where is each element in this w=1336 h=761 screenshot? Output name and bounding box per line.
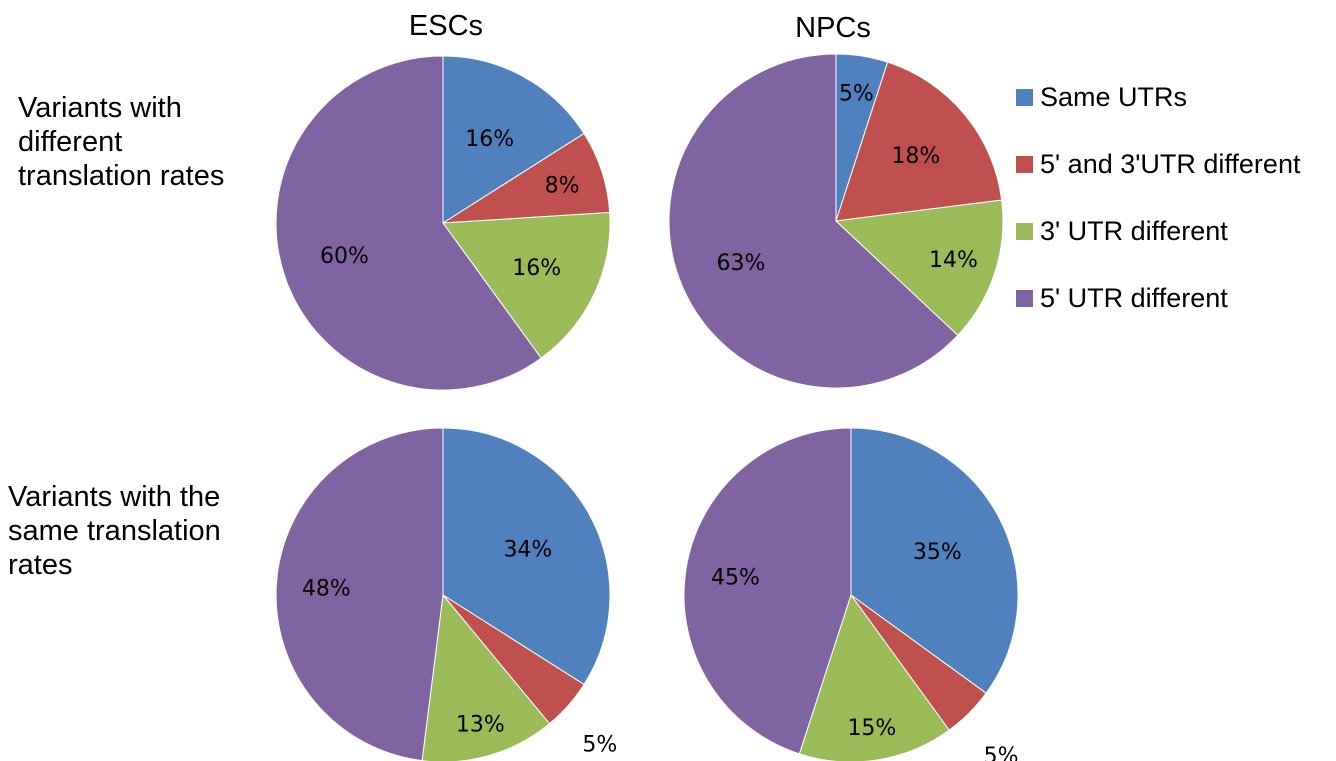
legend-label: 3' UTR different xyxy=(1040,215,1228,246)
pie-data-label: 5% xyxy=(984,744,1019,761)
legend-label: 5' and 3'UTR different xyxy=(1040,148,1301,179)
pie-slice xyxy=(275,427,444,761)
legend-item-5-and-3-utr: 5' and 3'UTR different xyxy=(1016,147,1300,181)
legend-swatch xyxy=(1016,222,1033,240)
pie-slice xyxy=(442,211,611,359)
pie-data-label: 48% xyxy=(302,577,351,602)
pie-slice xyxy=(835,61,1003,222)
row-label-different-rates: Variants with different translation rate… xyxy=(18,91,224,193)
legend-swatch xyxy=(1016,289,1033,307)
column-title-npcs: NPCs xyxy=(795,12,871,44)
legend-label: 5' UTR different xyxy=(1040,282,1228,313)
pie-data-label: 18% xyxy=(891,144,940,169)
pie-data-label: 45% xyxy=(711,566,760,591)
pie-data-label: 16% xyxy=(512,256,561,281)
row-label-line: Variants with xyxy=(18,92,182,124)
legend-item-5-utr: 5' UTR different xyxy=(1016,281,1300,315)
pie-data-label: 5% xyxy=(839,81,874,106)
pie-data-label: 8% xyxy=(545,173,580,198)
pie-data-label: 13% xyxy=(456,712,505,737)
row-label-line: Variants with the xyxy=(8,481,221,513)
pie-slice xyxy=(442,55,585,224)
pie-slice xyxy=(798,593,950,761)
row-label-line: different xyxy=(18,126,123,158)
pie-slice xyxy=(275,55,542,391)
pie-slice xyxy=(850,427,1019,694)
column-title-escs: ESCs xyxy=(408,10,484,42)
legend-swatch xyxy=(1016,88,1033,106)
pie-data-label: 34% xyxy=(503,537,552,562)
legend-item-3-utr: 3' UTR different xyxy=(1016,214,1300,248)
pie-slice xyxy=(442,427,611,686)
pie-data-label: 35% xyxy=(913,540,962,565)
pie-slice xyxy=(834,199,1004,337)
pie-data-label: 63% xyxy=(717,251,766,276)
legend-item-same-utrs: Same UTRs xyxy=(1016,80,1300,114)
row-label-line: rates xyxy=(8,549,73,581)
pie-data-label: 14% xyxy=(929,248,978,273)
pie-data-label: 15% xyxy=(847,716,896,741)
legend-label: Same UTRs xyxy=(1040,81,1188,112)
legend-swatch xyxy=(1016,155,1033,173)
pie-data-label: 16% xyxy=(465,127,514,152)
legend: Same UTRs 5' and 3'UTR different 3' UTR … xyxy=(1016,80,1300,348)
pie-data-label: 5% xyxy=(582,733,617,758)
pie-data-label: 60% xyxy=(320,244,369,269)
row-label-same-rates: Variants with the same translation rates xyxy=(8,480,221,582)
pie-slice xyxy=(668,53,959,389)
pie-slice xyxy=(421,593,551,761)
row-label-line: translation rates xyxy=(18,160,225,192)
row-label-line: same translation xyxy=(8,515,221,547)
pie-slice xyxy=(683,427,852,755)
